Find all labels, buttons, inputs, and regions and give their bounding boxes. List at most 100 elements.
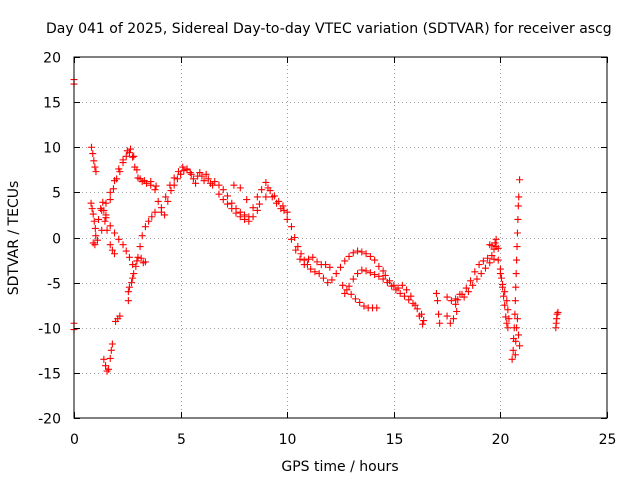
data-point [148,213,156,221]
data-point [501,301,509,309]
data-point [136,243,144,251]
data-point [183,165,191,173]
data-point [435,310,443,318]
data-point [211,178,219,186]
data-point [152,182,160,190]
data-point [315,270,323,278]
data-point [516,342,524,350]
data-point [91,224,99,232]
data-point [508,355,516,363]
data-point [189,175,197,183]
data-point [313,258,321,266]
data-point [337,263,344,271]
data-point [358,248,366,256]
x-tick-label: 15 [386,432,404,448]
x-tick-labels: 0 5 10 15 20 25 [70,432,616,448]
data-point [458,290,466,298]
data-point [245,217,253,225]
x-tick-label: 10 [279,432,297,448]
data-point [504,324,512,332]
y-tick-label: -10 [38,322,61,338]
data-point [125,283,133,291]
data-point [126,145,134,153]
data-point [390,281,398,289]
data-point [136,175,144,183]
data-point [484,254,492,262]
data-point [90,157,98,165]
data-point [449,315,457,323]
data-point [106,188,114,196]
data-point [198,172,206,180]
data-point [128,279,136,287]
data-point [236,213,244,221]
data-point [164,197,172,205]
data-point [371,256,379,264]
data-point [122,152,130,160]
data-point [407,292,415,300]
data-point [151,208,159,216]
data-point [394,284,402,292]
data-point [373,304,381,312]
data-points [70,76,562,375]
data-point [108,246,116,254]
data-point [232,209,240,217]
data-point [347,290,355,298]
data-point [305,255,313,263]
data-point [311,268,319,276]
data-point [141,258,149,266]
data-point [224,192,232,200]
data-point [109,185,117,193]
data-point [411,301,419,309]
data-point [99,198,107,206]
data-point [204,175,212,183]
data-point [283,215,291,223]
y-tick-label: -5 [47,277,61,293]
data-point [503,297,511,305]
data-point [105,365,113,373]
data-point [273,199,281,207]
data-point [145,217,153,225]
data-point [405,296,413,304]
data-point [115,235,123,243]
data-point [264,184,272,192]
data-point [446,319,454,327]
data-point [513,315,521,323]
data-point [262,178,270,186]
data-point [513,256,521,264]
data-point [102,362,110,370]
data-point [106,222,114,230]
data-point [111,229,119,237]
data-point [309,253,317,261]
data-point [396,289,404,297]
y-tick-label: 15 [43,96,61,112]
x-axis-label: GPS time / hours [281,459,398,475]
data-point [88,205,96,213]
data-point [209,181,217,189]
data-point [413,305,421,313]
data-point [496,270,504,278]
data-point [93,236,101,244]
data-point [215,181,223,189]
data-point [494,256,502,264]
data-point [499,280,507,288]
data-point [513,243,521,251]
data-point [512,283,520,291]
data-point [166,181,174,189]
data-point [447,297,455,305]
data-point [349,275,357,283]
data-point [349,249,357,257]
data-point [420,317,428,325]
data-point [106,241,114,249]
data-point [133,257,141,265]
plot-frame [73,56,608,419]
data-point [486,259,494,267]
data-point [179,163,187,171]
data-point [326,263,334,271]
data-point [454,296,462,304]
data-point [300,261,308,269]
data-point [381,271,389,279]
data-point [92,168,100,176]
data-point [504,306,512,314]
data-point [294,243,302,251]
data-point [170,174,178,182]
